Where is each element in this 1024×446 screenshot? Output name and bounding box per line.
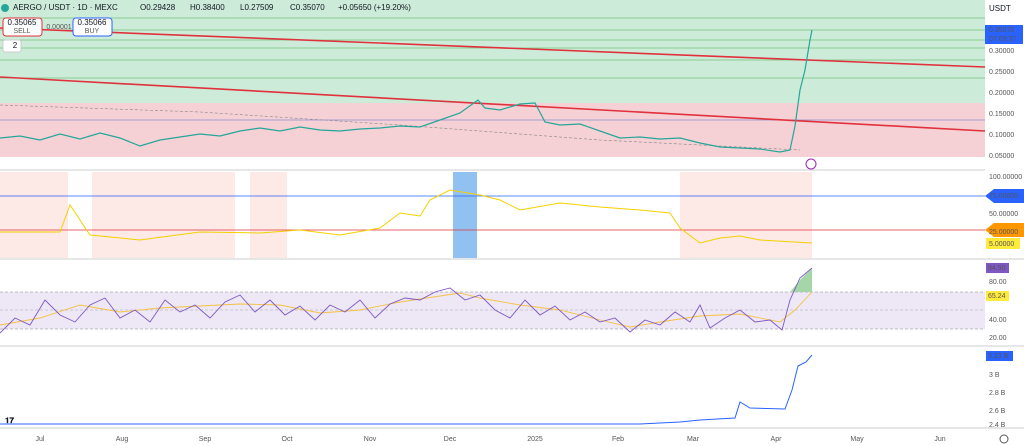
time-label: Jul [36, 436, 45, 443]
rsi-ma: 65.24 [988, 293, 1006, 300]
stoch-label: 100.00000 [989, 174, 1022, 181]
time-label: May [850, 436, 864, 443]
indicator-count: 2 [13, 41, 18, 50]
last-price-badge [985, 25, 1023, 44]
time-label: Feb [612, 436, 624, 443]
logo [1, 4, 9, 12]
rsi-label: 20.00 [989, 335, 1007, 342]
stoch-label: 25.00000 [989, 229, 1018, 236]
time-label: Sep [199, 436, 212, 443]
volume-label: 2.6 B [989, 408, 1006, 415]
buy-price: 0.35066 [78, 18, 107, 27]
time-label: Nov [364, 436, 377, 443]
time-label: Mar [687, 436, 700, 443]
price-label: 0.15000 [989, 111, 1014, 118]
sell-button[interactable] [2, 17, 43, 37]
price-label: 0.30000 [989, 48, 1014, 55]
volume-value: 3.23 B [988, 353, 1009, 360]
event-icon[interactable] [805, 158, 817, 170]
stoch-value: 5.00000 [989, 241, 1014, 248]
change: +0.05650 (+19.20%) [338, 3, 411, 12]
high: H0.38400 [190, 3, 225, 12]
time-label: Oct [282, 436, 293, 443]
settings-icon[interactable] [999, 434, 1009, 444]
dashed-line [0, 104, 801, 151]
price-line [0, 29, 813, 153]
time-label: 2025 [527, 436, 543, 443]
trend-line [0, 76, 986, 132]
spread: 0.00001 [46, 24, 71, 31]
rsi-pane [0, 267, 985, 334]
indicator-toggle[interactable] [2, 39, 22, 53]
volume-label: 2.8 B [989, 390, 1006, 397]
levels [0, 17, 985, 79]
price-label: 0.25000 [989, 69, 1014, 76]
price-label: 0.20000 [989, 90, 1014, 97]
sell-label: SELL [13, 28, 30, 35]
volume-label: 2.4 B [989, 422, 1006, 429]
countdown: 07:09:37 [989, 36, 1016, 43]
last-price: 0.35070 [989, 27, 1014, 34]
buy-button[interactable] [72, 17, 113, 37]
price-label: 0.10000 [989, 132, 1014, 139]
volume-label: 3 B [989, 372, 1000, 379]
stoch-badge [985, 223, 1024, 237]
stoch-value-badge [986, 238, 1020, 249]
time-label: Apr [771, 436, 783, 443]
stoch-badge [985, 189, 1024, 203]
stoch-label: 50.00000 [989, 211, 1018, 218]
rsi-label: 40.00 [989, 317, 1007, 324]
time-label: Jun [934, 436, 945, 443]
trend-line [0, 27, 986, 68]
rsi-label: 80.00 [989, 279, 1007, 286]
volume-line [0, 354, 813, 425]
open: O0.29428 [140, 3, 176, 12]
low: L0.27509 [240, 3, 274, 12]
green-zone [0, 0, 985, 103]
tv-logo: 𝟏𝟕 [5, 416, 14, 425]
symbol: AERGO / USDT · 1D · MEXC [13, 3, 118, 12]
buy-label: BUY [85, 28, 100, 35]
volume-badge [986, 351, 1013, 361]
currency: USDT [989, 4, 1011, 13]
sell-price: 0.35065 [8, 18, 37, 27]
stoch-label: 75.00000 [989, 193, 1018, 200]
rsi-value: 94.90 [988, 265, 1006, 272]
rsi-badge [986, 263, 1009, 273]
red-zone [0, 103, 985, 157]
rsi-ma-badge [986, 291, 1009, 301]
close: C0.35070 [290, 3, 325, 12]
time-label: Dec [444, 436, 457, 443]
stoch-pane [0, 172, 985, 258]
time-label: Aug [116, 436, 129, 443]
price-label: 0.05000 [989, 153, 1014, 160]
